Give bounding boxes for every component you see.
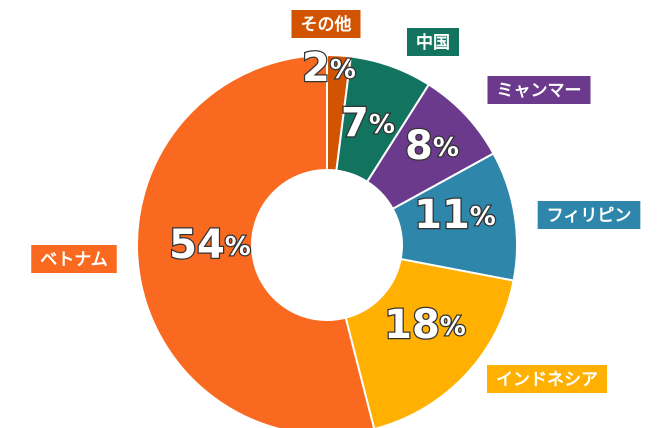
category-label: インドネシア: [487, 365, 607, 393]
value-label: 54%: [169, 222, 251, 268]
category-text: 中国: [416, 32, 450, 53]
category-text: ベトナム: [40, 250, 108, 270]
category-label: その他: [291, 10, 361, 38]
value-label: 8%: [405, 123, 459, 169]
category-label: 中国: [407, 28, 459, 56]
category-text: フィリピン: [547, 206, 632, 226]
value-label: 18%: [384, 302, 466, 348]
category-label: ミャンマー: [487, 76, 591, 104]
label-box: [291, 10, 361, 38]
label-box: [487, 76, 591, 104]
category-text: インドネシア: [496, 370, 598, 390]
category-label: フィリピン: [537, 201, 641, 229]
category-label: ベトナム: [31, 245, 117, 273]
value-label: 11%: [414, 192, 496, 238]
category-text: ミャンマー: [497, 81, 582, 101]
label-box: [407, 28, 459, 56]
label-box: [487, 365, 607, 393]
donut-slice: [136, 53, 376, 428]
donut-slice: [344, 257, 515, 428]
label-box: [537, 201, 641, 229]
value-label: 7%: [341, 100, 395, 146]
category-text: その他: [301, 14, 352, 35]
value-label: 2%: [302, 45, 356, 91]
label-box: [31, 245, 117, 273]
